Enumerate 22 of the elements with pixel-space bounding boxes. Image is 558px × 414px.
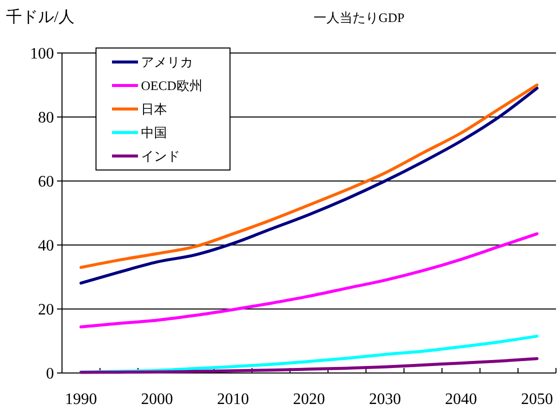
legend-label: アメリカ — [141, 54, 193, 70]
x-tick-label: 2030 — [369, 391, 401, 408]
y-tick-label: 60 — [38, 174, 54, 191]
legend-label: インド — [141, 148, 180, 164]
line-series — [80, 232, 538, 328]
y-tick-label: 40 — [38, 238, 54, 255]
line-series — [80, 357, 538, 374]
x-tick-label: 2040 — [445, 391, 477, 408]
y-axis-title: 千ドル/人 — [6, 8, 74, 26]
x-tick-label: 2050 — [521, 391, 553, 408]
x-tick-label: 2010 — [217, 391, 249, 408]
y-tick-label: 80 — [38, 110, 54, 127]
x-tick-label: 2000 — [141, 391, 173, 408]
chart-title: 一人当たりGDP — [313, 10, 405, 25]
y-tick-label: 0 — [46, 366, 54, 383]
legend-label: OECD欧州 — [141, 78, 202, 94]
legend-label: 日本 — [141, 102, 167, 117]
x-tick-label: 1990 — [65, 391, 97, 408]
legend-label: 中国 — [141, 125, 167, 140]
y-tick-label: 100 — [30, 46, 54, 63]
x-tick-label: 2020 — [293, 391, 325, 408]
y-tick-label: 20 — [38, 302, 54, 319]
